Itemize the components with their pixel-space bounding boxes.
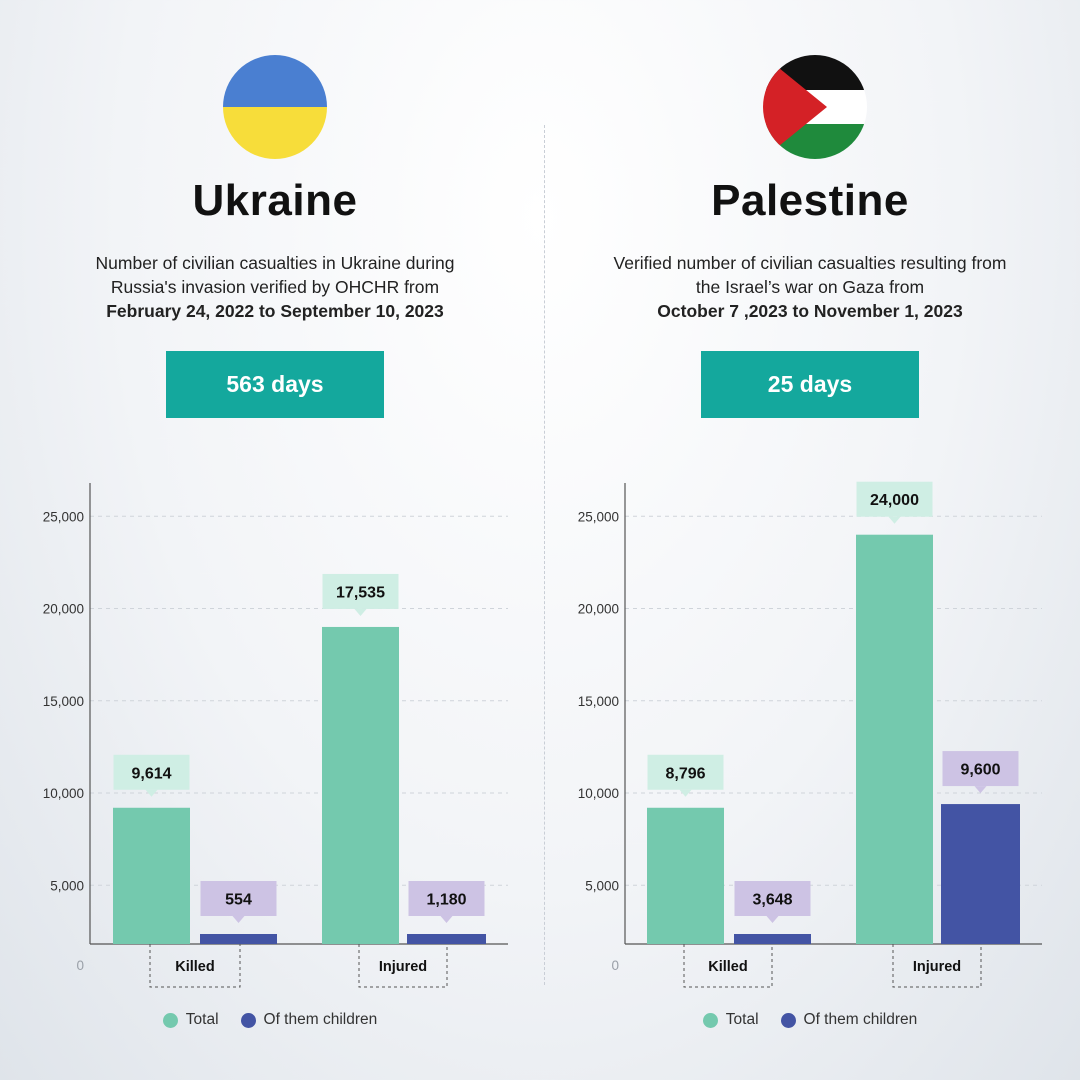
category-box — [892, 944, 982, 988]
panel-divider — [544, 125, 545, 985]
bar-total — [322, 626, 399, 944]
y-tick-label: 20,000 — [43, 602, 84, 617]
value-label-box — [942, 751, 1019, 787]
legend-item-total: Total — [702, 1011, 759, 1029]
value-label-pointer — [888, 516, 901, 524]
data-label: 1,180 — [426, 892, 466, 909]
x-tick-label: Killed — [708, 959, 747, 975]
bar-children — [941, 804, 1020, 944]
value-label-box — [856, 481, 933, 517]
bar-total — [113, 807, 190, 944]
legend-label-children: Of them children — [263, 1011, 378, 1028]
data-label: 24,000 — [870, 492, 919, 509]
x-tick-label: Injured — [379, 959, 427, 975]
legend-swatch-total — [162, 1012, 178, 1028]
legend-label-total: Total — [185, 1011, 219, 1028]
bar-children — [734, 934, 811, 944]
subtitle: Number of civilian casualties in Ukraine… — [0, 251, 550, 323]
value-label-pointer — [145, 789, 158, 797]
value-label-pointer — [679, 789, 692, 797]
palestine-panel: Palestine Verified number of civilian ca… — [540, 0, 1080, 1080]
subtitle-line-1: Number of civilian casualties in Ukraine… — [95, 253, 455, 273]
value-label-box — [200, 881, 277, 916]
value-label-box — [322, 573, 399, 609]
x-tick-label: Killed — [175, 959, 214, 975]
legend-swatch-children — [780, 1012, 796, 1028]
value-label-pointer — [440, 916, 453, 923]
y-tick-label: 5,000 — [50, 878, 84, 893]
y-tick-label: 0 — [611, 958, 619, 973]
legend: Total Of them children — [540, 1011, 1080, 1029]
chart-plot: 0 5,000 10,000 15,000 20,000 25,000 9,614 17,53… — [43, 483, 508, 988]
y-tick-label: 10,000 — [43, 786, 84, 801]
subtitle: Verified number of civilian casualties r… — [535, 251, 1080, 323]
palestine-flag-icon — [763, 55, 867, 159]
legend-swatch-children — [240, 1012, 256, 1028]
days-badge: 25 days — [701, 351, 919, 418]
data-label: 17,535 — [336, 584, 385, 601]
ukraine-flag-graphic — [223, 55, 327, 159]
subtitle-line-1: Verified number of civilian casualties r… — [613, 253, 1007, 273]
data-label: 8,796 — [665, 765, 705, 782]
country-title: Palestine — [711, 176, 909, 225]
ukraine-panel: Ukraine Number of civilian casualties in… — [0, 55, 540, 1029]
subtitle-line-2: the Israel’s war on Gaza from — [695, 277, 925, 297]
category-box — [358, 944, 448, 988]
palestine-flag-graphic — [763, 55, 867, 159]
subtitle-line-2: Russia's invasion verified by OHCHR from — [110, 277, 440, 297]
legend-item-children: Of them children — [240, 1011, 378, 1029]
legend-label-children: Of them children — [803, 1011, 918, 1028]
data-label: 554 — [225, 892, 252, 909]
legend-label-total: Total — [725, 1011, 759, 1028]
y-tick-label: 5,000 — [585, 878, 619, 893]
legend-swatch-total — [702, 1012, 718, 1028]
x-tick-label: Injured — [913, 959, 961, 975]
value-label-pointer — [766, 916, 779, 923]
y-tick-label: 0 — [76, 958, 84, 973]
value-label-pointer — [354, 608, 367, 616]
y-tick-label: 25,000 — [578, 509, 619, 524]
ukraine-casualties-chart: 0 5,000 10,000 15,000 20,000 25,000 9,614 17,53… — [43, 483, 508, 988]
bar-total — [856, 534, 933, 944]
value-label-box — [647, 754, 724, 790]
legend-item-children: Of them children — [780, 1011, 918, 1029]
value-label-box — [734, 881, 811, 916]
bar-children — [200, 934, 277, 944]
value-label-pointer — [974, 786, 987, 794]
subtitle-date-range: October 7 ,2023 to November 1, 2023 — [657, 301, 963, 321]
days-badge: 563 days — [166, 351, 384, 418]
y-tick-label: 15,000 — [43, 694, 84, 709]
subtitle-date-range: February 24, 2022 to September 10, 2023 — [106, 301, 444, 321]
ukraine-flag-icon — [223, 55, 327, 159]
y-tick-label: 10,000 — [578, 786, 619, 801]
data-label: 3,648 — [752, 892, 792, 909]
chart-plot: 0 5,000 10,000 15,000 20,000 25,000 8,796 24,00… — [578, 481, 1042, 988]
legend-item-total: Total — [162, 1011, 219, 1029]
category-box — [683, 944, 773, 988]
value-label-pointer — [232, 916, 245, 923]
y-tick-label: 25,000 — [43, 509, 84, 524]
value-label-box — [408, 881, 485, 916]
data-label: 9,600 — [960, 762, 1000, 779]
bar-children — [407, 934, 486, 944]
value-label-box — [113, 754, 190, 790]
country-title: Ukraine — [192, 176, 358, 225]
palestine-casualties-chart: 0 5,000 10,000 15,000 20,000 25,000 8,796 24,00… — [578, 481, 1042, 988]
legend: Total Of them children — [0, 1011, 540, 1029]
y-tick-label: 20,000 — [578, 602, 619, 617]
data-label: 9,614 — [131, 765, 171, 782]
y-tick-label: 15,000 — [578, 694, 619, 709]
bar-total — [647, 807, 724, 944]
